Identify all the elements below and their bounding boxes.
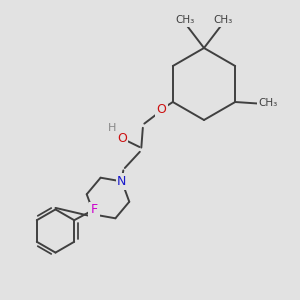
Text: O: O [157,103,166,116]
Text: CH₃: CH₃ [176,15,195,26]
Text: H: H [108,123,116,134]
Text: N: N [117,175,127,188]
Text: F: F [91,203,98,216]
Text: N: N [89,208,99,221]
Text: CH₃: CH₃ [259,98,278,109]
Text: O: O [117,131,127,145]
Text: CH₃: CH₃ [213,15,232,26]
